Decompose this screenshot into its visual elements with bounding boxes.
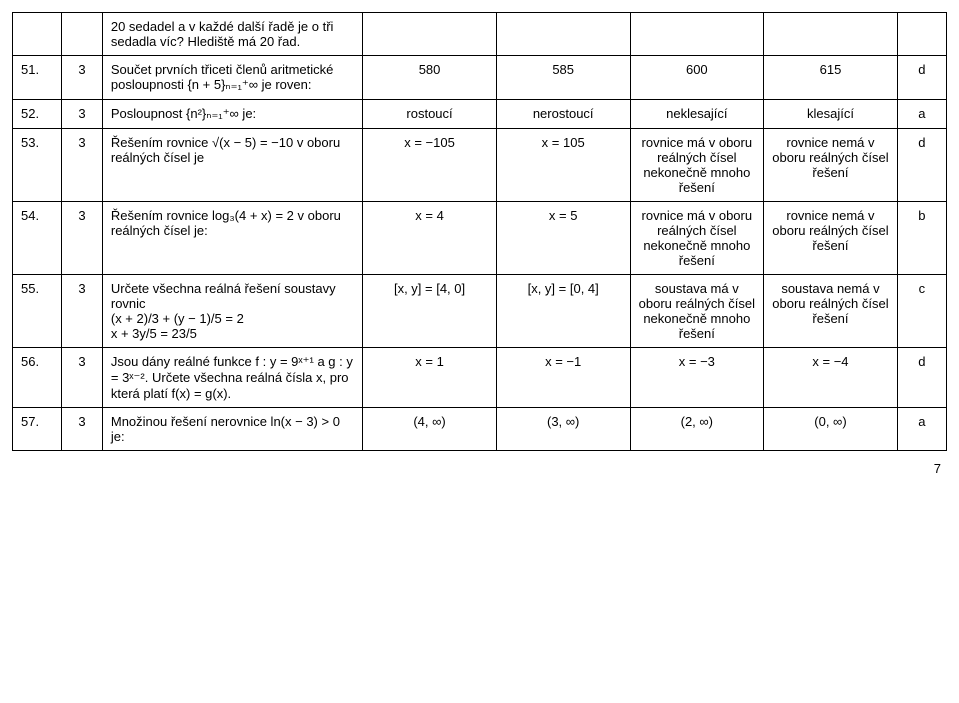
option-b: nerostoucí bbox=[496, 100, 630, 129]
option-c: x = −3 bbox=[630, 348, 764, 408]
option-a: x = 4 bbox=[363, 202, 497, 275]
option-d: soustava nemá v oboru reálných čísel řeš… bbox=[764, 275, 898, 348]
table-row: 53.3Řešením rovnice √(x − 5) = −10 v obo… bbox=[13, 129, 947, 202]
question-points bbox=[62, 13, 103, 56]
question-points: 3 bbox=[62, 275, 103, 348]
question-text: Posloupnost {n²}ₙ₌₁⁺∞ je: bbox=[102, 100, 362, 129]
table-row: 54.3Řešením rovnice log₃(4 + x) = 2 v ob… bbox=[13, 202, 947, 275]
option-b: [x, y] = [0, 4] bbox=[496, 275, 630, 348]
table-row: 56.3Jsou dány reálné funkce f : y = 9ˣ⁺¹… bbox=[13, 348, 947, 408]
option-d: x = −4 bbox=[764, 348, 898, 408]
question-number: 57. bbox=[13, 408, 62, 451]
answer-key: a bbox=[897, 100, 946, 129]
question-number: 56. bbox=[13, 348, 62, 408]
question-number: 54. bbox=[13, 202, 62, 275]
option-c: rovnice má v oboru reálných čísel nekone… bbox=[630, 129, 764, 202]
answer-key bbox=[897, 13, 946, 56]
option-c: 600 bbox=[630, 56, 764, 100]
question-text: Součet prvních třiceti členů aritmetické… bbox=[102, 56, 362, 100]
option-c: neklesající bbox=[630, 100, 764, 129]
question-text: Řešením rovnice log₃(4 + x) = 2 v oboru … bbox=[102, 202, 362, 275]
question-text: Množinou řešení nerovnice ln(x − 3) > 0 … bbox=[102, 408, 362, 451]
question-text: Jsou dány reálné funkce f : y = 9ˣ⁺¹ a g… bbox=[102, 348, 362, 408]
questions-table: 20 sedadel a v každé další řadě je o tři… bbox=[12, 12, 947, 451]
option-b: 585 bbox=[496, 56, 630, 100]
option-b: x = −1 bbox=[496, 348, 630, 408]
option-a: [x, y] = [4, 0] bbox=[363, 275, 497, 348]
question-text: Řešením rovnice √(x − 5) = −10 v oboru r… bbox=[102, 129, 362, 202]
question-text: 20 sedadel a v každé další řadě je o tři… bbox=[102, 13, 362, 56]
question-number bbox=[13, 13, 62, 56]
table-row: 57.3Množinou řešení nerovnice ln(x − 3) … bbox=[13, 408, 947, 451]
option-b: (3, ∞) bbox=[496, 408, 630, 451]
option-d: (0, ∞) bbox=[764, 408, 898, 451]
question-number: 52. bbox=[13, 100, 62, 129]
answer-key: d bbox=[897, 129, 946, 202]
option-d: rovnice nemá v oboru reálných čísel řeše… bbox=[764, 129, 898, 202]
option-a: x = −105 bbox=[363, 129, 497, 202]
question-points: 3 bbox=[62, 408, 103, 451]
page-number: 7 bbox=[12, 451, 947, 476]
option-a: (4, ∞) bbox=[363, 408, 497, 451]
answer-key: c bbox=[897, 275, 946, 348]
question-number: 53. bbox=[13, 129, 62, 202]
option-d bbox=[764, 13, 898, 56]
option-a: x = 1 bbox=[363, 348, 497, 408]
option-d: 615 bbox=[764, 56, 898, 100]
table-row: 51.3Součet prvních třiceti členů aritmet… bbox=[13, 56, 947, 100]
option-b: x = 5 bbox=[496, 202, 630, 275]
option-c: (2, ∞) bbox=[630, 408, 764, 451]
option-a: rostoucí bbox=[363, 100, 497, 129]
question-points: 3 bbox=[62, 348, 103, 408]
option-b: x = 105 bbox=[496, 129, 630, 202]
option-a bbox=[363, 13, 497, 56]
question-text: Určete všechna reálná řešení soustavy ro… bbox=[102, 275, 362, 348]
option-c: rovnice má v oboru reálných čísel nekone… bbox=[630, 202, 764, 275]
question-points: 3 bbox=[62, 129, 103, 202]
table-row: 20 sedadel a v každé další řadě je o tři… bbox=[13, 13, 947, 56]
option-b bbox=[496, 13, 630, 56]
answer-key: d bbox=[897, 56, 946, 100]
option-d: klesající bbox=[764, 100, 898, 129]
option-c: soustava má v oboru reálných čísel nekon… bbox=[630, 275, 764, 348]
table-row: 52.3Posloupnost {n²}ₙ₌₁⁺∞ je:rostoucíner… bbox=[13, 100, 947, 129]
question-number: 51. bbox=[13, 56, 62, 100]
answer-key: a bbox=[897, 408, 946, 451]
option-a: 580 bbox=[363, 56, 497, 100]
option-c bbox=[630, 13, 764, 56]
question-points: 3 bbox=[62, 100, 103, 129]
answer-key: b bbox=[897, 202, 946, 275]
question-points: 3 bbox=[62, 202, 103, 275]
question-points: 3 bbox=[62, 56, 103, 100]
table-row: 55.3Určete všechna reálná řešení soustav… bbox=[13, 275, 947, 348]
option-d: rovnice nemá v oboru reálných čísel řeše… bbox=[764, 202, 898, 275]
answer-key: d bbox=[897, 348, 946, 408]
question-number: 55. bbox=[13, 275, 62, 348]
